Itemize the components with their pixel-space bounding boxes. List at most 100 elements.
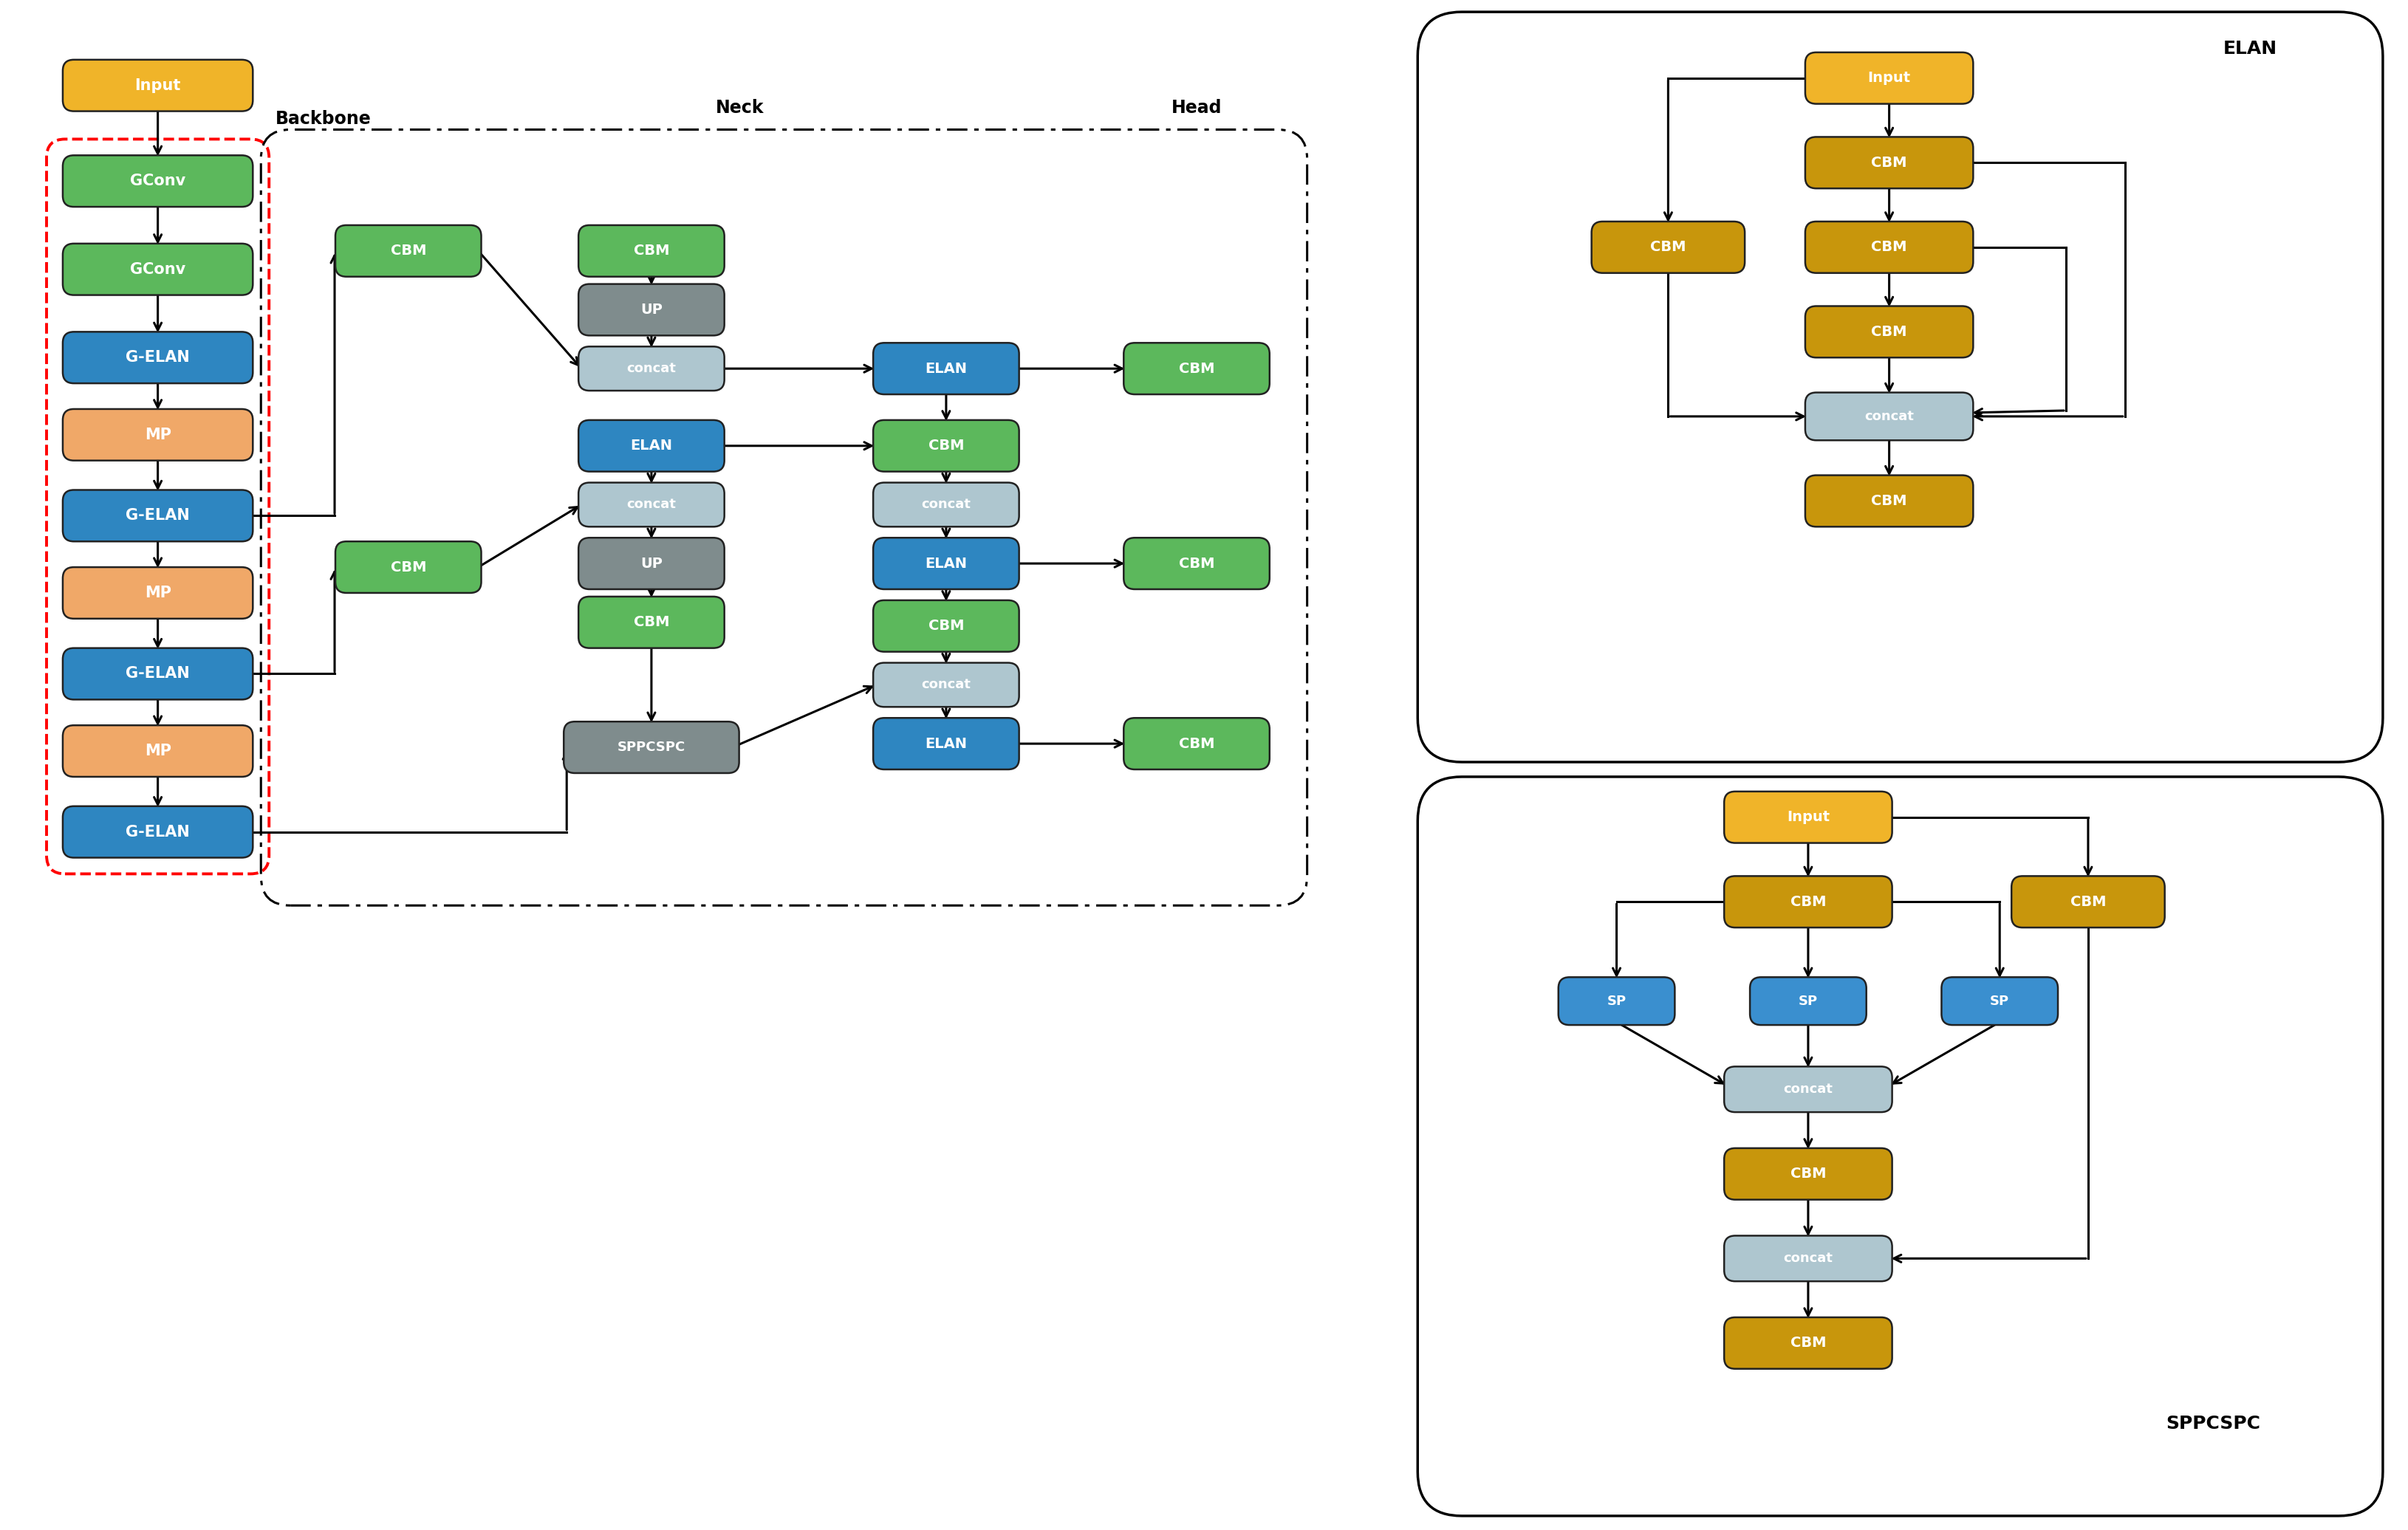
Text: CBM: CBM [927, 439, 963, 453]
FancyBboxPatch shape [63, 649, 253, 699]
Text: ELAN: ELAN [631, 439, 672, 453]
Text: concat: concat [1864, 410, 1914, 422]
Text: CBM: CBM [390, 243, 426, 259]
FancyBboxPatch shape [63, 156, 253, 207]
FancyBboxPatch shape [578, 597, 725, 649]
Text: SPPCSPC: SPPCSPC [2167, 1415, 2261, 1432]
FancyBboxPatch shape [63, 490, 253, 542]
Text: G-ELAN: G-ELAN [125, 350, 190, 366]
FancyBboxPatch shape [63, 725, 253, 777]
FancyBboxPatch shape [1724, 1148, 1893, 1200]
Text: G-ELAN: G-ELAN [125, 825, 190, 840]
FancyBboxPatch shape [1941, 978, 2059, 1025]
FancyBboxPatch shape [874, 482, 1019, 526]
FancyBboxPatch shape [63, 60, 253, 112]
Text: Input: Input [135, 78, 181, 93]
Text: CBM: CBM [1789, 895, 1825, 909]
Text: ELAN: ELAN [925, 361, 968, 375]
Text: CBM: CBM [633, 615, 669, 629]
Text: ELAN: ELAN [925, 557, 968, 571]
FancyBboxPatch shape [1724, 1317, 1893, 1369]
FancyBboxPatch shape [1806, 476, 1972, 526]
FancyBboxPatch shape [1558, 978, 1676, 1025]
FancyBboxPatch shape [1806, 306, 1972, 358]
Text: MP: MP [144, 586, 171, 600]
FancyBboxPatch shape [63, 806, 253, 858]
FancyBboxPatch shape [1125, 537, 1269, 589]
Text: CBM: CBM [1789, 1336, 1825, 1349]
FancyBboxPatch shape [1806, 393, 1972, 441]
Text: CBM: CBM [2071, 895, 2107, 909]
Text: CBM: CBM [633, 243, 669, 259]
Text: CBM: CBM [1180, 557, 1214, 571]
FancyBboxPatch shape [578, 285, 725, 335]
FancyBboxPatch shape [874, 662, 1019, 707]
FancyBboxPatch shape [1724, 1066, 1893, 1112]
FancyBboxPatch shape [1724, 791, 1893, 843]
FancyBboxPatch shape [874, 421, 1019, 471]
FancyBboxPatch shape [874, 718, 1019, 770]
Text: CBM: CBM [1180, 361, 1214, 375]
Text: CBM: CBM [1871, 324, 1907, 338]
FancyBboxPatch shape [1125, 718, 1269, 770]
Text: CBM: CBM [1180, 736, 1214, 751]
FancyBboxPatch shape [1724, 1236, 1893, 1281]
Text: CBM: CBM [927, 620, 963, 633]
Text: concat: concat [1784, 1252, 1832, 1265]
Text: CBM: CBM [1871, 240, 1907, 254]
Text: CBM: CBM [1789, 1167, 1825, 1181]
FancyBboxPatch shape [2011, 877, 2165, 927]
FancyBboxPatch shape [1418, 777, 2384, 1516]
FancyBboxPatch shape [335, 225, 482, 277]
Text: MP: MP [144, 744, 171, 759]
Text: GConv: GConv [130, 174, 185, 188]
FancyBboxPatch shape [1806, 222, 1972, 272]
Text: Neck: Neck [715, 98, 763, 116]
Text: GConv: GConv [130, 262, 185, 277]
Text: concat: concat [922, 497, 970, 511]
FancyBboxPatch shape [63, 409, 253, 461]
Text: ELAN: ELAN [2223, 40, 2278, 58]
Text: concat: concat [626, 363, 677, 375]
Text: concat: concat [626, 497, 677, 511]
Text: SPPCSPC: SPPCSPC [616, 741, 686, 754]
Text: CBM: CBM [1871, 494, 1907, 508]
Text: G-ELAN: G-ELAN [125, 667, 190, 681]
Text: concat: concat [922, 678, 970, 692]
Text: CBM: CBM [390, 560, 426, 574]
FancyBboxPatch shape [63, 332, 253, 384]
FancyBboxPatch shape [874, 600, 1019, 652]
FancyBboxPatch shape [578, 537, 725, 589]
Text: SP: SP [1799, 994, 1818, 1008]
Text: ELAN: ELAN [925, 736, 968, 751]
FancyBboxPatch shape [578, 346, 725, 390]
Text: Input: Input [1869, 70, 1910, 86]
Text: CBM: CBM [1649, 240, 1686, 254]
Text: UP: UP [641, 557, 662, 571]
FancyBboxPatch shape [1418, 12, 2384, 762]
FancyBboxPatch shape [1806, 136, 1972, 188]
Text: concat: concat [1784, 1083, 1832, 1095]
Text: Input: Input [1787, 811, 1830, 825]
FancyBboxPatch shape [1592, 222, 1746, 272]
Text: Backbone: Backbone [275, 110, 371, 127]
FancyBboxPatch shape [335, 542, 482, 594]
FancyBboxPatch shape [1724, 877, 1893, 927]
FancyBboxPatch shape [1806, 52, 1972, 104]
Text: MP: MP [144, 427, 171, 442]
Text: Head: Head [1170, 98, 1221, 116]
FancyBboxPatch shape [578, 482, 725, 526]
Text: SP: SP [1989, 994, 2008, 1008]
Text: CBM: CBM [1871, 156, 1907, 170]
Text: UP: UP [641, 303, 662, 317]
FancyBboxPatch shape [1125, 343, 1269, 395]
FancyBboxPatch shape [578, 421, 725, 471]
FancyBboxPatch shape [63, 243, 253, 295]
FancyBboxPatch shape [1751, 978, 1866, 1025]
Text: G-ELAN: G-ELAN [125, 508, 190, 523]
FancyBboxPatch shape [563, 722, 739, 773]
FancyBboxPatch shape [874, 537, 1019, 589]
FancyBboxPatch shape [874, 343, 1019, 395]
Text: SP: SP [1606, 994, 1625, 1008]
FancyBboxPatch shape [578, 225, 725, 277]
